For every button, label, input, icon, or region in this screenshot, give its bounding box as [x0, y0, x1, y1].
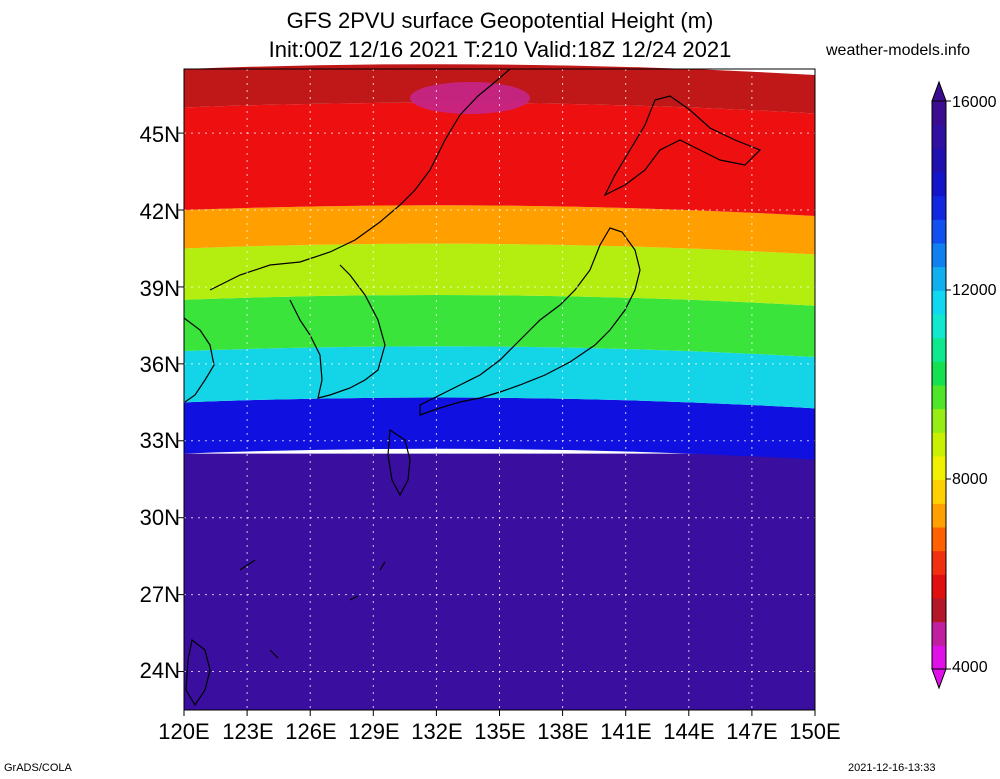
- field-band-4: [184, 243, 815, 306]
- coastline-hokkaido: [603, 95, 762, 197]
- lon-label-138e: 138E: [537, 719, 589, 744]
- lon-label-120e: 120E: [158, 719, 210, 744]
- coastline-korea: [289, 264, 386, 399]
- colorbar-segment-12: [932, 361, 946, 386]
- colorbar-segment-14: [932, 314, 946, 339]
- lon-label-150e: 150E: [789, 719, 841, 744]
- footer-timestamp: 2021-12-16-13:33: [848, 762, 936, 774]
- colorbar-segment-23: [932, 101, 946, 126]
- lat-label-30n: 30N: [139, 505, 180, 530]
- coastline-taiwan: [185, 638, 211, 707]
- colorbar-segment-20: [932, 172, 946, 197]
- colorbar-segment-13: [932, 337, 946, 362]
- field-band-5: [184, 205, 815, 255]
- colorbar-high-arrow: [931, 80, 947, 102]
- chart-subtitle: Init:00Z 12/16 2021 T:210 Valid:18Z 12/2…: [268, 37, 732, 62]
- coastline-china: [183, 317, 215, 403]
- lat-label-39n: 39N: [139, 276, 180, 301]
- lat-label-33n: 33N: [139, 428, 180, 453]
- lat-label-27n: 27N: [139, 582, 180, 607]
- colorbar-segment-15: [932, 290, 946, 315]
- colorbar-segment-6: [932, 503, 946, 528]
- colorbar-segment-16: [932, 266, 946, 291]
- chart-title: GFS 2PVU surface Geopotential Height (m): [286, 8, 714, 33]
- field-band-3: [184, 294, 815, 358]
- colorbar-segment-19: [932, 195, 946, 220]
- colorbar-segment-0: [932, 645, 946, 670]
- lon-label-144e: 144E: [663, 719, 715, 744]
- colorbar-label-8000: 8000: [952, 471, 988, 488]
- colorbar-segment-1: [932, 621, 946, 646]
- coastline-ryukyu: [239, 559, 386, 659]
- lon-label-129e: 129E: [348, 719, 400, 744]
- colorbar-segment-2: [932, 598, 946, 623]
- colorbar-label-12000: 12000: [952, 282, 997, 299]
- lon-label-147e: 147E: [726, 719, 778, 744]
- colorbar-segment-9: [932, 432, 946, 457]
- colorbar-label-4000: 4000: [952, 659, 988, 676]
- colorbar-low-arrow: [931, 668, 947, 690]
- colorbar-segment-18: [932, 219, 946, 244]
- lat-label-45n: 45N: [139, 122, 180, 147]
- colorbar-segment-5: [932, 527, 946, 552]
- lon-label-135e: 135E: [474, 719, 526, 744]
- colorbar-segment-17: [932, 243, 946, 268]
- colorbar-segment-11: [932, 385, 946, 410]
- field-band-1: [184, 397, 815, 460]
- colorbar-label-16000: 16000: [952, 94, 997, 111]
- colorbar-segment-10: [932, 408, 946, 433]
- colorbar-segment-3: [932, 574, 946, 599]
- site-credit: weather-models.info: [826, 42, 971, 59]
- lat-label-36n: 36N: [139, 352, 180, 377]
- lon-label-141e: 141E: [600, 719, 652, 744]
- lat-label-24n: 24N: [139, 658, 180, 683]
- coastline-kyushu: [387, 428, 411, 497]
- colorbar-segment-22: [932, 124, 946, 149]
- footer-credit: GrADS/COLA: [4, 762, 72, 774]
- coastline-honshu: [419, 227, 641, 416]
- colorbar-segment-8: [932, 456, 946, 481]
- lon-label-123e: 123E: [222, 719, 274, 744]
- colorbar-segment-7: [932, 479, 946, 504]
- lat-label-42n: 42N: [139, 199, 180, 224]
- low-height-patch: [410, 82, 530, 114]
- coastline-asia-mainland: [209, 68, 511, 291]
- lon-label-132e: 132E: [411, 719, 463, 744]
- colorbar-segment-4: [932, 550, 946, 575]
- colorbar-segment-21: [932, 148, 946, 173]
- colorbar-frame: [931, 100, 947, 670]
- field-band-6: [184, 102, 815, 217]
- lon-label-126e: 126E: [285, 719, 337, 744]
